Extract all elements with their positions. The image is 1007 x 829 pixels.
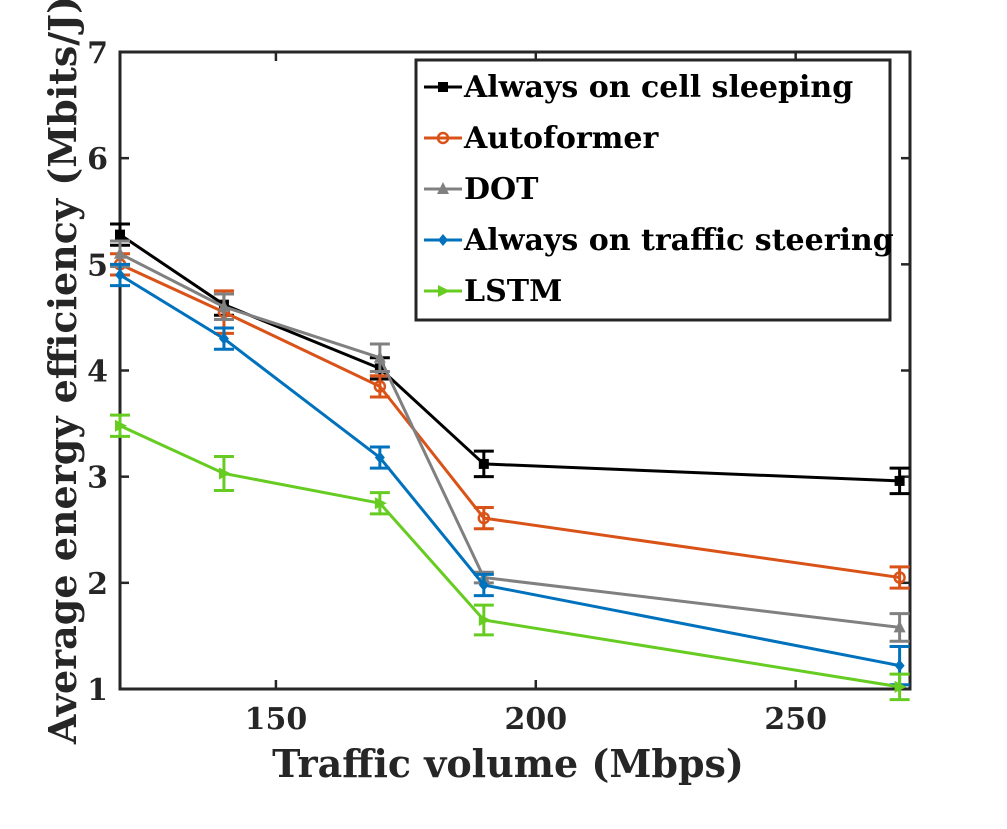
x-tick-label: 250 [764, 702, 827, 737]
legend-entry: Autoformer [424, 121, 660, 156]
legend-entry: DOT [424, 172, 539, 207]
data-point [373, 350, 386, 363]
x-tick-label: 150 [245, 702, 308, 737]
data-point [893, 571, 906, 584]
series-always-on-traffic-steering [110, 262, 910, 687]
series-dot [110, 239, 910, 643]
data-point [115, 229, 125, 240]
data-point [374, 497, 387, 510]
data-point [477, 511, 491, 525]
legend-label: DOT [464, 172, 539, 207]
data-point [374, 451, 385, 464]
legend-marker [438, 234, 448, 246]
data-point [373, 380, 387, 393]
series-layer [110, 222, 910, 702]
data-point [894, 475, 905, 486]
data-point [478, 578, 489, 591]
legend-entry: Always on cell sleeping [424, 70, 853, 105]
y-tick-label: 6 [87, 142, 108, 177]
y-tick-label: 2 [87, 567, 108, 602]
data-point [893, 620, 906, 633]
data-point [218, 332, 229, 345]
y-tick-label: 1 [87, 673, 108, 708]
legend: Always on cell sleeping Autoformer DOT Alwa… [414, 58, 894, 322]
y-tick-label: 3 [87, 461, 108, 496]
legend-marker [437, 182, 449, 194]
data-point [217, 299, 230, 312]
legend-box [414, 58, 892, 322]
legend-marker [438, 285, 450, 297]
legend-entry: Always on traffic steering [424, 223, 894, 258]
legend-label: LSTM [464, 274, 562, 309]
axes: 150 200 250 1 2 3 4 5 6 7 [87, 36, 912, 737]
x-tick-label: 200 [504, 702, 567, 737]
y-tick-label: 7 [87, 36, 108, 71]
data-point [114, 246, 126, 259]
legend-label: Always on cell sleeping [463, 70, 853, 105]
series-line [119, 273, 900, 668]
data-point [115, 268, 125, 281]
data-point [478, 613, 491, 626]
legend-label: Always on traffic steering [463, 223, 894, 258]
data-point [478, 458, 489, 469]
series-lstm [110, 413, 910, 702]
y-axis-label: Average energy efficiency (Mbits/J) [40, 0, 85, 745]
y-tick-label: 4 [87, 355, 108, 390]
legend-label: Autoformer [463, 121, 660, 156]
data-point [894, 680, 907, 693]
x-axis-label: Traffic volume (Mbps) [272, 741, 744, 786]
legend-marker [438, 82, 448, 92]
legend-entry: LSTM [424, 274, 562, 309]
y-tick-label: 5 [87, 248, 108, 283]
data-point [894, 659, 905, 672]
data-point [115, 419, 127, 432]
data-point [218, 467, 231, 480]
legend-marker [436, 131, 450, 145]
